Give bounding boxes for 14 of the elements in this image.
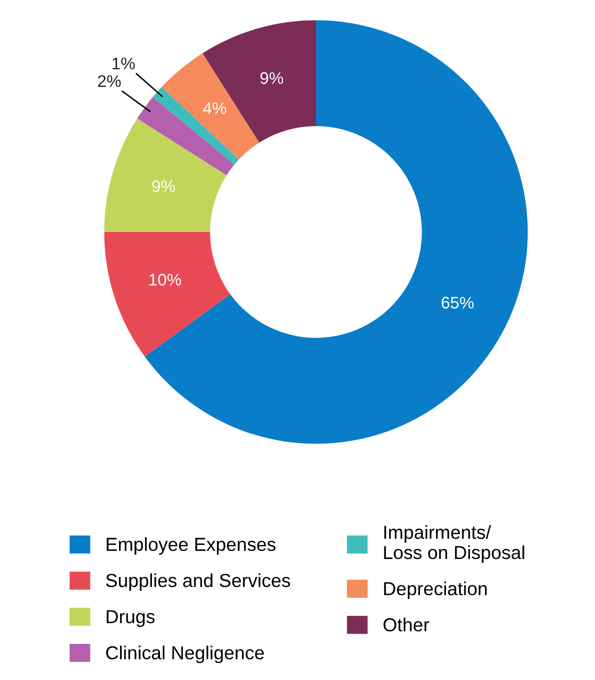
legend-label: Drugs bbox=[106, 610, 155, 627]
data-label: 9% bbox=[152, 180, 175, 192]
data-label: 2% bbox=[98, 75, 121, 87]
data-label: 65% bbox=[442, 296, 474, 309]
legend-label: Impairments/ Loss on Disposal bbox=[384, 525, 524, 563]
legend-label: Employee Expenses bbox=[106, 537, 276, 555]
legend-label: Depreciation bbox=[384, 582, 487, 599]
legend-label: Supplies and Services bbox=[106, 573, 290, 591]
data-label: 4% bbox=[203, 102, 226, 114]
data-label: 10% bbox=[150, 274, 182, 286]
legend-label: Clinical Negligence bbox=[106, 646, 264, 664]
data-label: 9% bbox=[260, 72, 284, 84]
data-label: 1% bbox=[112, 58, 135, 70]
legend-label: Other bbox=[384, 618, 430, 632]
